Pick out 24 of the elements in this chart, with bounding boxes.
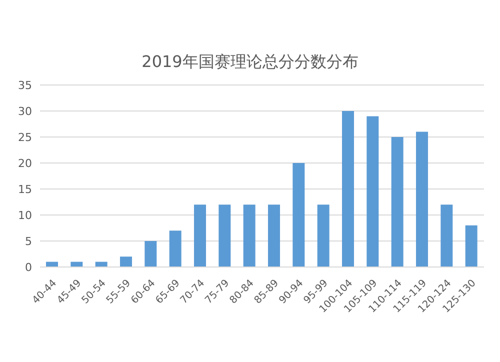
bar <box>144 241 157 267</box>
y-tick-label: 35 <box>18 78 32 92</box>
bar <box>120 256 132 267</box>
y-tick-label: 25 <box>18 130 32 144</box>
bar <box>243 204 256 267</box>
bar <box>465 225 478 267</box>
bar <box>292 163 305 267</box>
y-tick-label: 10 <box>18 208 32 222</box>
y-tick-label: 30 <box>18 104 32 118</box>
bar <box>268 204 280 267</box>
bar <box>366 116 379 267</box>
y-tick-label: 20 <box>18 156 32 170</box>
bar <box>416 132 428 267</box>
bar <box>317 204 330 267</box>
chart-title: 2019年国赛理论总分分数分布 <box>140 52 360 73</box>
bar <box>342 111 354 267</box>
bar <box>194 204 206 267</box>
y-tick-label: 0 <box>25 260 32 274</box>
y-tick-label: 5 <box>25 234 32 248</box>
bar <box>440 204 453 267</box>
bar <box>218 204 231 267</box>
y-tick-label: 15 <box>18 182 32 196</box>
bar <box>391 137 404 267</box>
bar <box>169 230 182 267</box>
